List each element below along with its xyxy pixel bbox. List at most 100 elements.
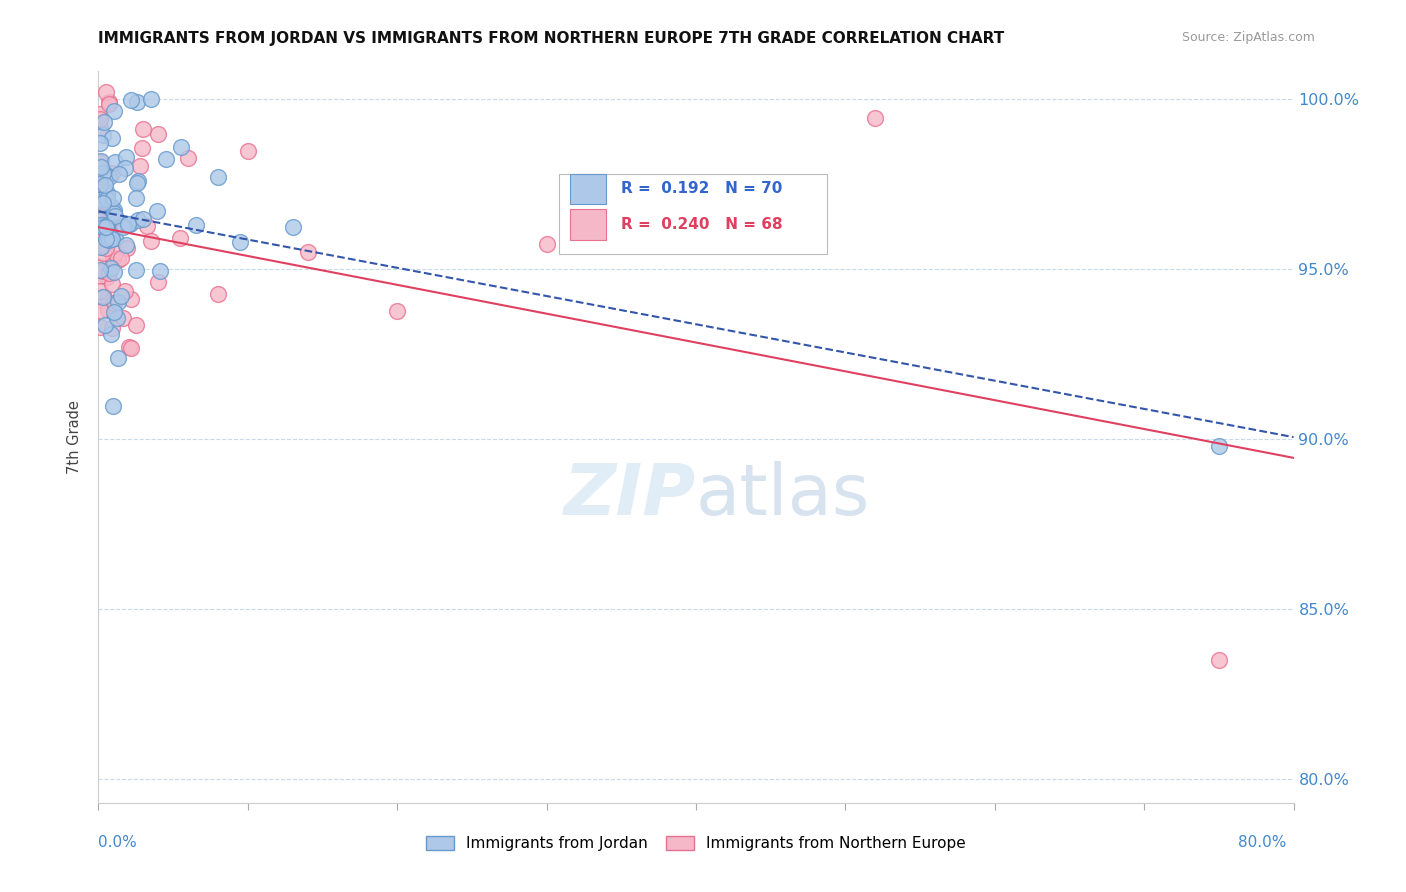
Point (93, 200, 115, 214)
Point (865, 112, 887, 126)
Point (169, 140, 191, 154)
Text: atlas: atlas (696, 461, 870, 530)
Point (90, 293, 112, 307)
Point (101, 131, 124, 145)
Point (125, 95, 148, 109)
Point (97, 217, 120, 231)
Point (90, 304, 112, 318)
Point (93, 115, 115, 129)
Point (120, 341, 142, 355)
Point (90, 290, 112, 304)
Point (115, 238, 138, 252)
Point (110, 289, 132, 303)
Point (103, 305, 125, 319)
Point (132, 121, 155, 136)
Point (103, 223, 125, 237)
Point (89, 260, 111, 274)
Point (297, 244, 319, 259)
Point (101, 232, 124, 246)
Point (148, 127, 170, 141)
Point (120, 292, 142, 306)
Point (108, 167, 131, 181)
Point (100, 327, 122, 342)
Point (91, 204, 114, 219)
Point (101, 191, 124, 205)
Point (89, 106, 111, 120)
Point (91, 235, 114, 249)
Point (236, 145, 259, 159)
Text: R =  0.240   N = 68: R = 0.240 N = 68 (620, 217, 782, 232)
Point (118, 340, 141, 354)
Point (91, 196, 114, 211)
Point (120, 218, 142, 232)
Point (89, 263, 111, 277)
Point (104, 245, 127, 260)
Point (103, 399, 125, 413)
Point (97, 303, 120, 318)
Point (139, 235, 162, 249)
Text: 80.0%: 80.0% (1239, 836, 1286, 850)
Point (96, 269, 118, 284)
Point (94, 241, 117, 255)
Point (91, 224, 114, 238)
Point (103, 202, 125, 217)
Text: R =  0.192   N = 70: R = 0.192 N = 70 (620, 181, 782, 196)
Point (98, 233, 121, 247)
Point (155, 153, 177, 167)
Point (124, 191, 146, 205)
Point (103, 103, 125, 118)
Point (385, 303, 409, 318)
Point (207, 287, 229, 301)
Point (94, 178, 117, 192)
Point (104, 155, 127, 169)
Point (536, 236, 558, 251)
Text: IMMIGRANTS FROM JORDAN VS IMMIGRANTS FROM NORTHERN EUROPE 7TH GRADE CORRELATION : IMMIGRANTS FROM JORDAN VS IMMIGRANTS FRO… (98, 31, 1005, 46)
Point (103, 296, 125, 310)
Point (91, 219, 114, 234)
Point (89, 178, 111, 192)
Legend: Immigrants from Jordan, Immigrants from Northern Europe: Immigrants from Jordan, Immigrants from … (420, 830, 972, 857)
Point (1208, 653, 1230, 667)
Point (115, 241, 138, 255)
Point (94, 85, 117, 99)
Point (97, 266, 120, 280)
Point (110, 251, 132, 265)
Point (91, 128, 114, 142)
Point (100, 199, 122, 213)
Point (94, 318, 117, 332)
Point (89, 213, 111, 227)
Point (132, 212, 155, 227)
Point (104, 210, 127, 224)
Point (146, 204, 169, 219)
Point (101, 277, 124, 291)
Point (111, 310, 134, 325)
Point (103, 206, 125, 220)
Point (135, 219, 157, 234)
Point (96, 192, 118, 206)
Point (97, 222, 120, 236)
Point (94, 232, 117, 246)
Text: ZIP: ZIP (564, 461, 696, 530)
Point (89, 169, 111, 184)
Point (94, 194, 117, 208)
Point (89, 284, 111, 298)
Point (90, 239, 112, 253)
FancyBboxPatch shape (558, 174, 827, 254)
Point (169, 231, 191, 245)
Point (89, 155, 111, 169)
Point (115, 150, 138, 164)
Point (107, 351, 129, 365)
Point (100, 213, 122, 227)
Point (94, 219, 117, 234)
Point (229, 235, 252, 250)
Point (131, 141, 153, 155)
Point (89, 112, 111, 126)
Point (104, 231, 127, 245)
Text: 0.0%: 0.0% (98, 836, 138, 850)
Point (97, 230, 120, 244)
Point (101, 251, 124, 265)
Bar (571, 174, 606, 204)
Point (146, 275, 169, 289)
Point (111, 219, 134, 234)
Point (125, 318, 148, 333)
